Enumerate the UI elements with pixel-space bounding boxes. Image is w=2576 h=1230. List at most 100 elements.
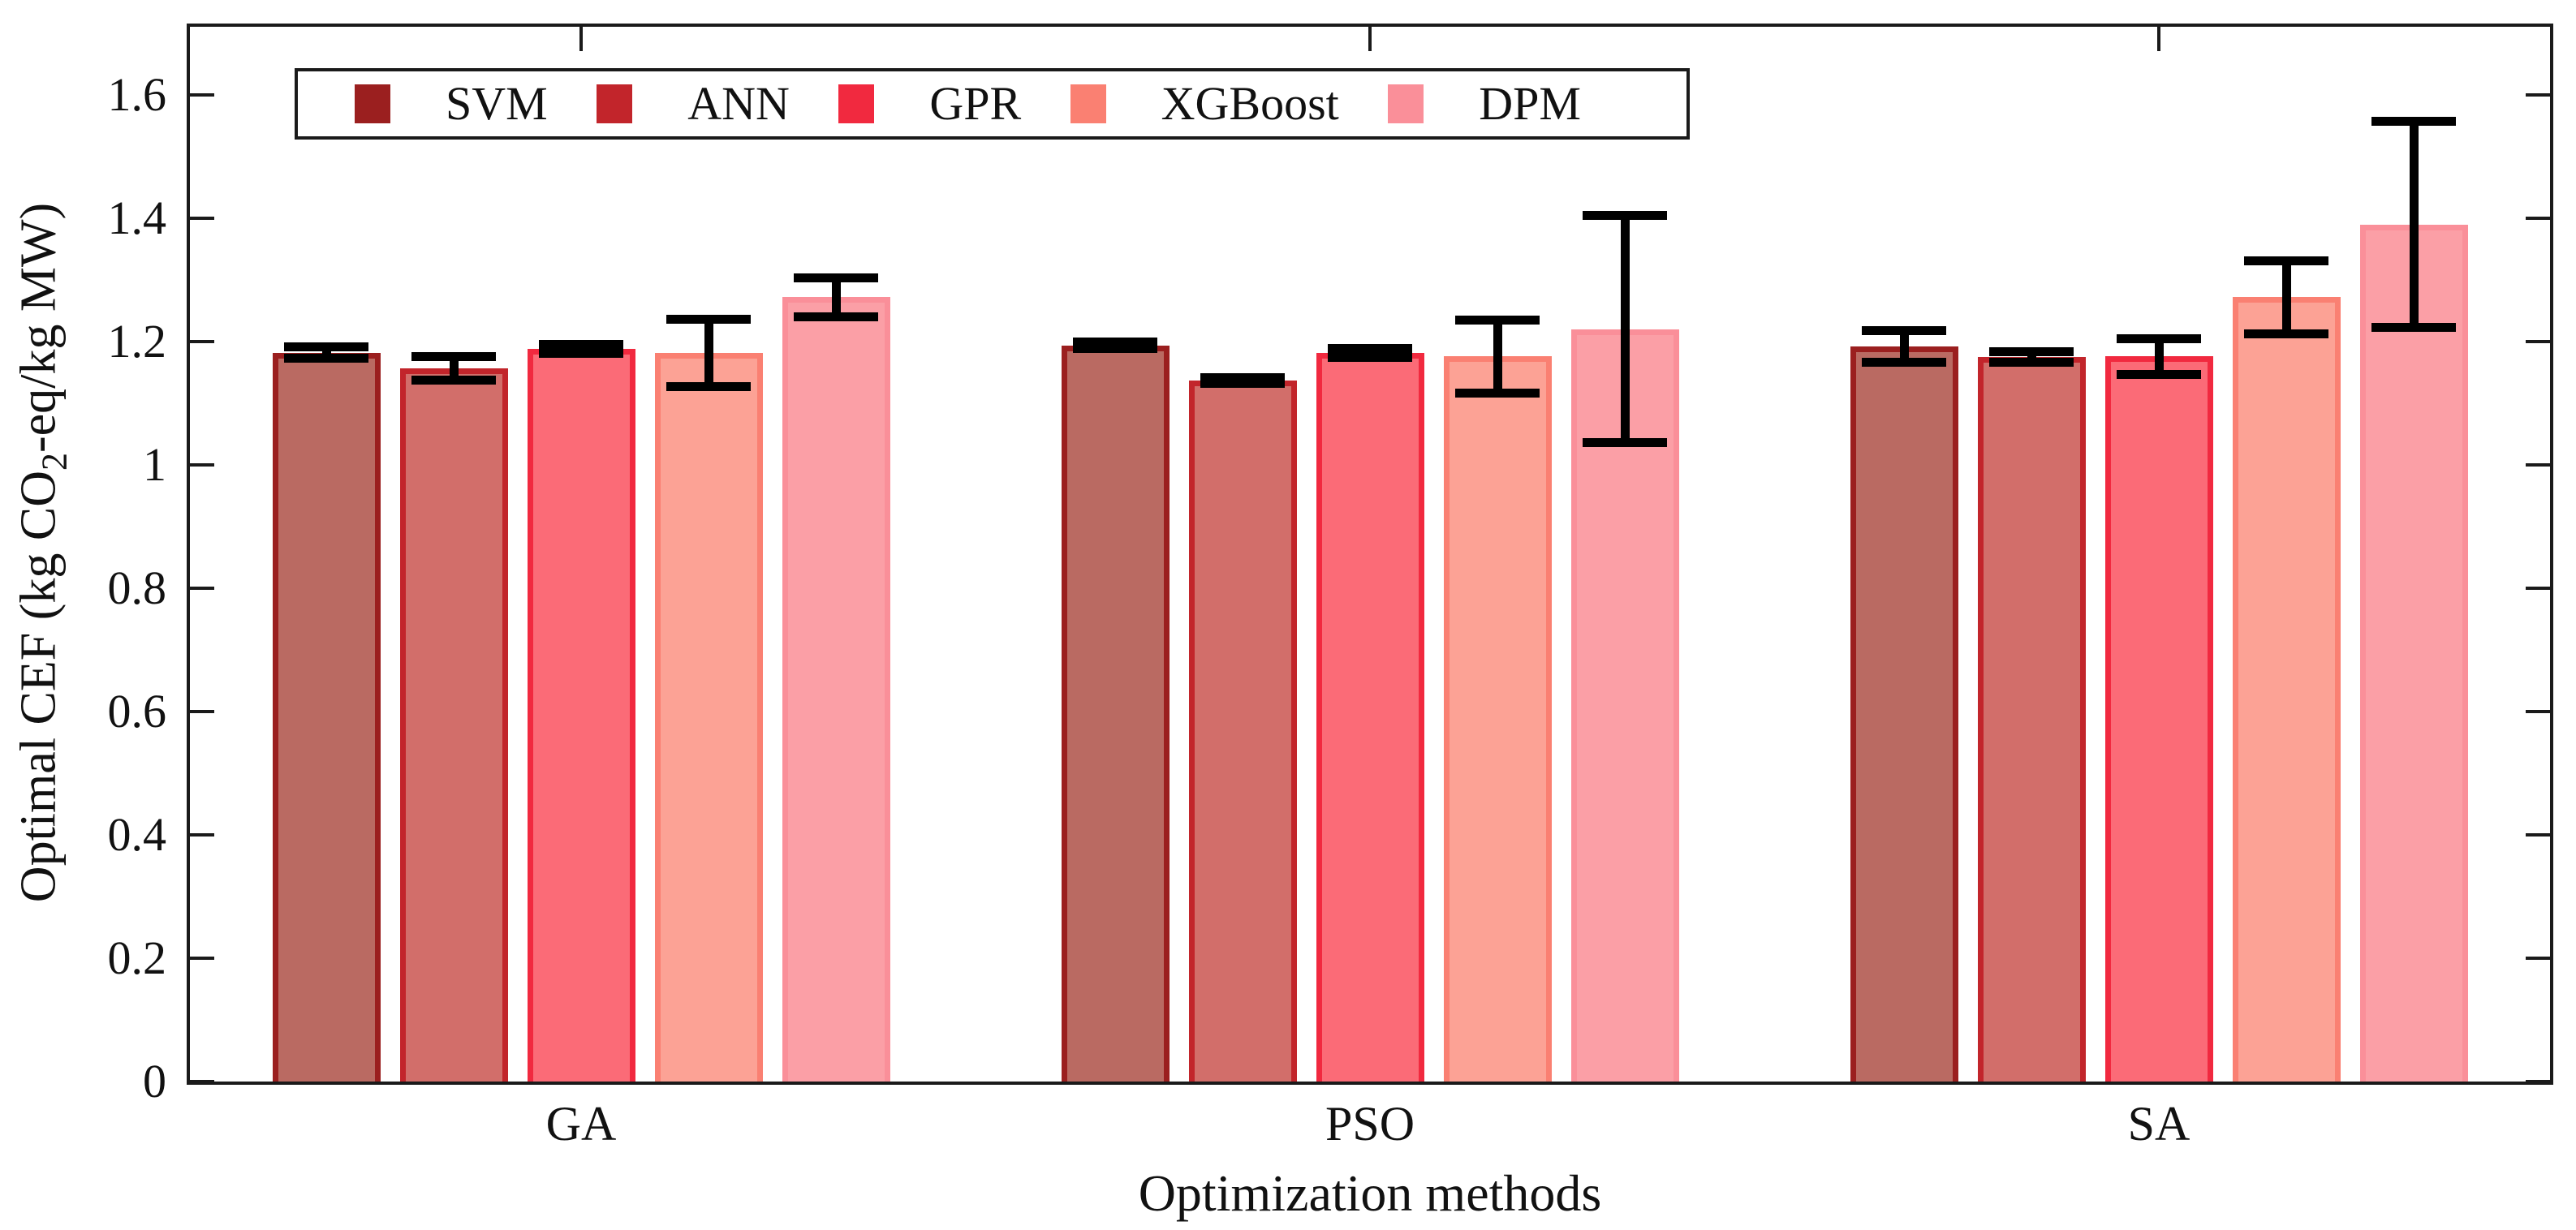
errorbar-stem-pso-gpr	[1365, 347, 1375, 358]
errorbar-cap-top-sa-gpr	[2117, 333, 2201, 343]
x-axis-label: Optimization methods	[1138, 1164, 1602, 1222]
legend: SVM ANN GPR XGBoost DPM	[295, 68, 1690, 140]
legend-label: XGBoost	[1161, 77, 1339, 130]
errorbar-stem-ga-xgboost	[704, 318, 713, 387]
y-tick-label: 1	[143, 438, 166, 492]
x-tick-top	[2157, 27, 2160, 51]
errorbar-cap-bottom-pso-xgboost	[1455, 388, 1540, 398]
errorbar-cap-top-ga-gpr	[539, 340, 623, 350]
x-tick-top	[1368, 27, 1372, 51]
errorbar-cap-bottom-sa-gpr	[2117, 370, 2201, 380]
y-tick-right	[2526, 833, 2550, 837]
y-tick-left	[190, 710, 214, 714]
errorbar-stem-ga-ann	[449, 355, 459, 381]
errorbar-stem-sa-svm	[1899, 330, 1909, 363]
bar-ga-ann	[399, 368, 508, 1082]
legend-label: ANN	[687, 77, 790, 130]
y-tick-label: 0	[143, 1055, 166, 1107]
y-tick-label: 0.4	[107, 808, 167, 862]
legend-swatch-xgboost	[1070, 84, 1106, 123]
errorbar-cap-top-sa-xgboost	[2244, 256, 2328, 265]
errorbar-cap-top-sa-svm	[1862, 326, 1946, 336]
bar-ga-xgboost	[654, 352, 763, 1082]
x-tick-top	[579, 27, 583, 51]
bar-sa-xgboost	[2232, 297, 2341, 1082]
errorbar-cap-top-ga-svm	[284, 342, 368, 352]
errorbar-stem-ga-svm	[321, 346, 331, 359]
bar-ga-dpm	[782, 297, 890, 1082]
legend-swatch-dpm	[1388, 84, 1424, 123]
errorbar-cap-top-sa-dpm	[2371, 117, 2456, 127]
errorbar-cap-bottom-sa-dpm	[2371, 323, 2456, 333]
errorbar-stem-sa-gpr	[2154, 338, 2164, 376]
bar-sa-gpr	[2104, 356, 2213, 1082]
bar-sa-ann	[1977, 357, 2086, 1082]
errorbar-cap-bottom-ga-svm	[284, 354, 368, 363]
bar-sa-dpm	[2359, 224, 2468, 1082]
legend-item-xgboost: XGBoost	[1070, 80, 1339, 128]
y-tick-right	[2526, 463, 2550, 467]
y-tick-label: 0.8	[107, 561, 167, 615]
errorbar-cap-top-pso-dpm	[1583, 211, 1667, 221]
legend-item-gpr: GPR	[838, 80, 1021, 128]
y-tick-label: 1.2	[107, 315, 167, 368]
errorbar-stem-ga-gpr	[576, 344, 586, 355]
errorbar-cap-bottom-pso-gpr	[1328, 352, 1412, 362]
y-tick-right	[2526, 710, 2550, 714]
y-tick-right	[2526, 1080, 2550, 1083]
errorbar-stem-pso-xgboost	[1493, 319, 1502, 394]
y-tick-left	[190, 1080, 214, 1083]
x-tick-label-pso: PSO	[1325, 1097, 1415, 1150]
errorbar-cap-bottom-pso-dpm	[1583, 438, 1667, 448]
legend-label: GPR	[929, 77, 1022, 130]
y-tick-right	[2526, 217, 2550, 221]
errorbar-cap-bottom-ga-ann	[411, 375, 496, 385]
errorbar-stem-sa-dpm	[2409, 121, 2419, 329]
errorbar-stem-ga-dpm	[831, 277, 841, 317]
errorbar-cap-bottom-ga-xgboost	[666, 381, 751, 391]
errorbar-cap-top-pso-xgboost	[1455, 315, 1540, 325]
legend-item-svm: SVM	[355, 80, 548, 128]
legend-label: SVM	[446, 77, 548, 130]
bar-pso-ann	[1188, 380, 1297, 1082]
y-tick-left	[190, 463, 214, 467]
errorbar-cap-bottom-sa-xgboost	[2244, 329, 2328, 338]
errorbar-cap-top-pso-gpr	[1328, 343, 1412, 353]
y-tick-label: 0.6	[107, 685, 167, 738]
errorbar-cap-top-sa-ann	[1989, 347, 2074, 357]
y-tick-right	[2526, 587, 2550, 591]
bar-ga-gpr	[527, 349, 635, 1082]
bar-pso-svm	[1061, 345, 1170, 1082]
errorbar-cap-bottom-ga-dpm	[794, 312, 878, 321]
errorbar-cap-bottom-pso-svm	[1073, 344, 1157, 354]
y-tick-label: 0.2	[107, 931, 167, 985]
errorbar-cap-top-ga-xgboost	[666, 314, 751, 324]
errorbar-stem-sa-ann	[2027, 351, 2036, 363]
legend-label: DPM	[1479, 77, 1581, 130]
bar-sa-svm	[1850, 346, 1958, 1082]
y-tick-left	[190, 587, 214, 591]
y-tick-left	[190, 217, 214, 221]
errorbar-cap-bottom-sa-svm	[1862, 357, 1946, 367]
legend-swatch-gpr	[838, 84, 875, 123]
y-tick-left	[190, 957, 214, 961]
legend-item-dpm: DPM	[1388, 80, 1581, 128]
x-tick-label-sa: SA	[2127, 1097, 2190, 1150]
bar-pso-gpr	[1316, 352, 1424, 1082]
y-tick-right	[2526, 93, 2550, 97]
legend-swatch-svm	[355, 84, 390, 123]
y-tick-right	[2526, 957, 2550, 961]
bar-ga-svm	[272, 352, 381, 1082]
errorbar-cap-bottom-ga-gpr	[539, 349, 623, 359]
y-axis-label: Optimal CEF (kg CO2-eq/kg MW)	[11, 203, 75, 902]
plot-area	[187, 24, 2553, 1085]
y-tick-left	[190, 833, 214, 837]
errorbar-cap-top-pso-ann	[1200, 373, 1285, 383]
x-tick-label-ga: GA	[545, 1097, 617, 1150]
y-tick-left	[190, 93, 214, 97]
y-tick-label: 1.6	[107, 68, 167, 122]
y-tick-left	[190, 340, 214, 344]
errorbar-cap-bottom-sa-ann	[1989, 357, 2074, 367]
y-tick-label: 1.4	[107, 191, 167, 245]
